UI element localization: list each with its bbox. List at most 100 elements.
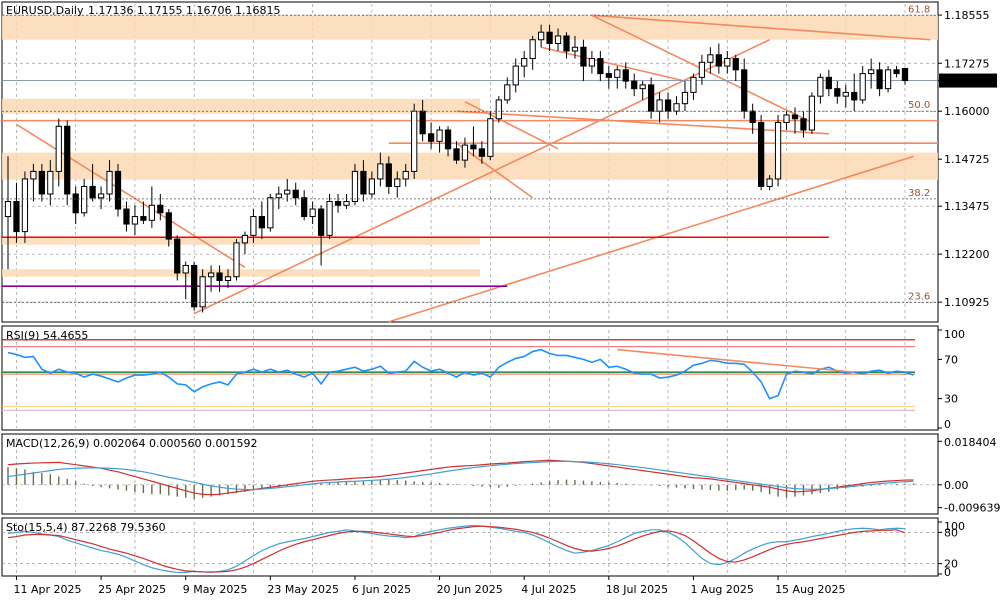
trend-line [591,14,931,41]
rsi-header: RSI(9) 54.4655 [6,329,88,342]
rsi-series [7,348,914,400]
stochastic-signal-line [7,525,906,573]
bear-candle [258,216,265,229]
bear-candle [89,185,96,199]
time-tick-label: 11 Apr 2025 [13,583,81,596]
bear-candle [791,114,799,120]
bear-candle [825,76,832,90]
bull-candle [351,170,359,202]
trend-line [16,123,246,269]
price-zone [2,269,480,277]
bull-candle [504,84,511,101]
price-tick-label: 1.12200 [944,248,990,261]
rsi-grid [16,330,906,428]
price-panel[interactable]: 61.850.038.223.6 1.185551.172751.168151.… [1,1,997,323]
bear-candle [444,129,452,150]
bear-candle [749,110,756,124]
bull-candle [402,170,409,180]
stochastic-lines [7,525,906,574]
bear-candle [732,58,739,71]
macd-header: MACD(12,26,9) 0.002064 0.000560 0.001592 [6,437,258,450]
macd-panel[interactable]: 0.018404 0.00 -0.009639 MACD(12,26,9) 0.00… [1,433,1000,515]
trend-line [388,155,914,323]
rsi-line [7,348,914,400]
bull-candle [97,193,105,199]
bull-candle [275,193,282,199]
time-tick-label: 18 Jul 2025 [606,583,668,596]
bull-candle [639,84,646,90]
rsi-tick-label: 100 [944,328,965,341]
bull-candle [461,144,469,161]
bear-candle [470,144,477,150]
bear-candle [622,69,629,82]
time-tick-label: 25 Apr 2025 [98,583,166,596]
time-tick-label: 4 Jul 2025 [521,583,576,596]
bull-candle [512,65,519,86]
bull-candle [55,125,62,172]
bull-candle [47,170,54,195]
fib-level-label: 38.2 [908,188,930,199]
bear-candle [317,208,325,236]
macd-tick-label: 0.00 [944,479,969,492]
price-tick-label: 1.17275 [944,57,990,70]
current-price-label: 1.16815 [943,75,989,88]
bull-candle [673,103,680,112]
bull-candle [377,163,384,180]
bear-candle [292,189,299,199]
bear-candle [174,238,181,274]
bull-candle [224,276,232,282]
chart-ohlc-values: 1.17136 1.17155 1.16706 1.16815 [88,4,280,17]
bear-candle [546,31,553,45]
bear-candle [715,54,722,67]
bull-candle [199,276,206,308]
bull-candle [81,185,88,214]
time-tick-label: 1 Aug 2025 [690,583,753,596]
bull-candle [588,58,596,67]
bear-candle [741,69,748,112]
bear-candle [157,204,164,214]
bear-candle [597,58,604,75]
bear-candle [851,91,858,101]
macd-signal-line [7,460,914,491]
bear-candle [334,201,342,206]
bull-candle [859,73,866,101]
bear-candle [901,67,909,82]
bear-candle [360,170,367,195]
rsi-panel[interactable]: 100 70 30 0 RSI(9) 54.4655 [1,325,965,431]
bull-candle [182,264,189,274]
bear-candle [419,110,426,135]
macd-grid [2,438,938,512]
stochastic-panel-frame [1,517,939,577]
time-tick-label: 20 Jun 2025 [437,583,503,596]
bear-candle [893,69,900,75]
time-tick-label: 9 May 2025 [183,583,248,596]
bear-candle [580,46,587,67]
bear-candle [664,99,672,112]
support-resistance-zones [2,15,938,277]
bull-candle [148,204,155,221]
bull-candle [529,39,536,60]
time-tick-label: 6 Jun 2025 [352,583,411,596]
macd-lines [7,459,914,496]
bear-candle [834,88,841,97]
bear-candle [876,69,883,90]
bear-candle [165,212,172,240]
bull-candle [487,118,494,157]
stochastic-tick-label: 0 [944,566,951,579]
bear-candle [605,73,612,78]
bull-candle [394,178,401,187]
bull-candle [106,170,113,195]
fibonacci-levels: 61.8 50.0 38.2 23.6 [2,4,938,303]
bull-candle [284,189,291,195]
candlesticks [4,24,909,313]
bear-candle [72,193,79,214]
price-zone [2,15,938,40]
price-zone [2,152,938,180]
stochastic-tick-label: 80 [944,526,958,539]
bull-candle [614,69,621,78]
fib-level-label: 61.8 [908,4,930,15]
bear-candle [758,122,765,187]
bear-candle [301,197,308,218]
